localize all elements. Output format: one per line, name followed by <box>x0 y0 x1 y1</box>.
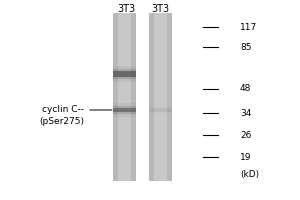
Text: (pSer275): (pSer275) <box>39 117 84 127</box>
Bar <box>149 13 172 181</box>
Text: 48: 48 <box>240 84 251 93</box>
Bar <box>113 69 136 79</box>
Text: 85: 85 <box>240 43 251 51</box>
Text: 19: 19 <box>240 152 251 162</box>
Text: 26: 26 <box>240 130 251 140</box>
Text: 3T3: 3T3 <box>117 4 135 14</box>
Bar <box>149 107 172 113</box>
Bar <box>113 66 136 82</box>
Bar <box>149 105 172 115</box>
Bar <box>118 13 131 181</box>
Text: cyclin C--: cyclin C-- <box>42 106 84 114</box>
Text: (kD): (kD) <box>240 170 259 178</box>
Bar <box>113 106 136 114</box>
Text: 34: 34 <box>240 108 251 117</box>
Bar <box>113 103 136 117</box>
Bar <box>149 108 172 112</box>
Text: 3T3: 3T3 <box>152 4 169 14</box>
Bar <box>113 108 136 112</box>
Bar <box>113 71 136 77</box>
Bar <box>113 13 136 181</box>
Text: 117: 117 <box>240 22 257 31</box>
Bar <box>154 13 167 181</box>
